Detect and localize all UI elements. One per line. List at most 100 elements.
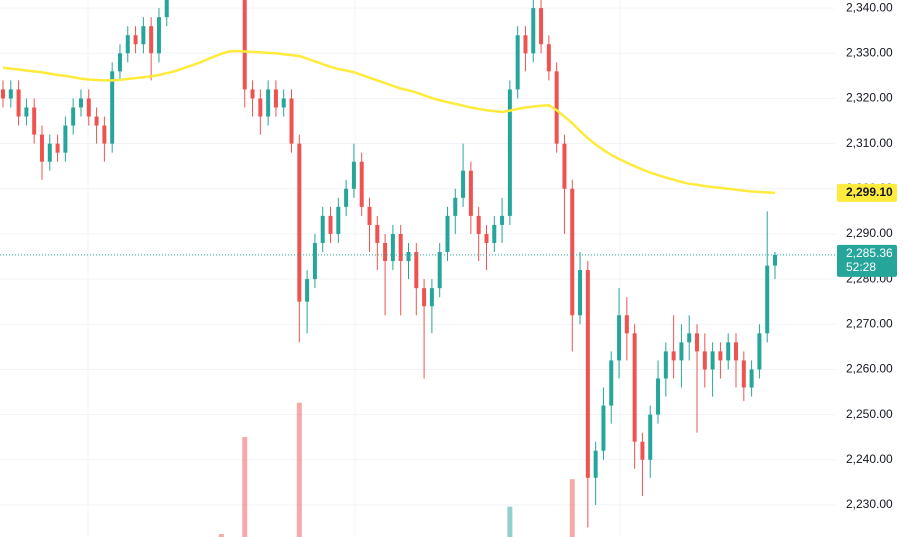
candle-body: [367, 206, 372, 225]
candle-body: [312, 242, 317, 280]
candle-body: [375, 224, 380, 243]
candle-body: [297, 143, 302, 302]
price-axis: 2,230.00 2,240.00 2,250.00 2,260.00 2,270.00…: [837, 0, 897, 511]
candle-body: [453, 197, 458, 216]
price-label-box: [837, 244, 897, 277]
ma-label: 2,299.10: [846, 185, 893, 199]
candle-body: [562, 143, 567, 189]
candle-body: [539, 8, 544, 45]
candle-body: [640, 441, 645, 460]
candle-body: [117, 53, 122, 72]
candle-body: [437, 252, 442, 289]
y-tick-label: 2,320.00: [846, 91, 893, 105]
y-tick-label: 2,260.00: [846, 362, 893, 376]
y-tick-label: 2,240.00: [846, 452, 893, 466]
candle-body: [344, 188, 349, 207]
candle-body: [507, 89, 512, 216]
candle-body: [164, 0, 169, 18]
candle-body: [94, 116, 99, 126]
candle-body: [523, 35, 528, 54]
candle-body: [601, 405, 606, 451]
candle-body: [609, 360, 614, 406]
candle-body: [141, 26, 146, 45]
candle-body: [305, 279, 310, 302]
candle-body: [336, 206, 341, 234]
candle-body: [55, 143, 60, 153]
candle-body: [617, 315, 622, 361]
candle-body: [445, 215, 450, 253]
candle-body: [359, 161, 364, 207]
candle-body: [687, 333, 692, 343]
candle-body: [156, 17, 161, 54]
volume-bar: [218, 534, 224, 537]
candle-body: [702, 351, 707, 370]
candle-body: [242, 0, 247, 90]
candle-body: [515, 35, 520, 90]
candle-body: [468, 170, 473, 216]
candle-body: [47, 143, 52, 162]
candle-body: [461, 170, 466, 198]
candle-body: [273, 89, 278, 108]
candle-body: [328, 215, 333, 234]
candle-body: [648, 414, 653, 460]
candle-body: [546, 44, 551, 72]
candle-body: [398, 233, 403, 262]
y-tick-label: 2,340.00: [846, 0, 893, 14]
candle-body: [39, 134, 44, 162]
candle-body: [632, 333, 637, 442]
candle-body: [281, 98, 286, 108]
candle-body: [570, 188, 575, 316]
volume-bar: [242, 437, 248, 537]
candle-body: [414, 252, 419, 289]
candle-body: [741, 360, 746, 388]
candle-body: [531, 8, 536, 54]
candle-body: [125, 35, 130, 54]
candle-body: [757, 333, 762, 370]
y-tick-label: 2,290.00: [846, 226, 893, 240]
candle-body: [110, 71, 115, 144]
candle-body: [554, 71, 559, 144]
y-tick-label: 2,330.00: [846, 45, 893, 59]
candle-body: [624, 315, 629, 334]
candle-body: [258, 98, 263, 117]
candle-body: [24, 107, 29, 117]
candle-body: [492, 224, 497, 243]
candle-body: [656, 378, 661, 415]
candle-body: [726, 342, 731, 361]
candle-body: [71, 107, 76, 126]
candle-body: [500, 215, 505, 225]
candle-body: [734, 342, 739, 361]
candle-body: [765, 265, 770, 334]
candle-body: [86, 98, 91, 117]
candle-body: [383, 242, 388, 262]
volume-bar: [296, 402, 302, 537]
candle-body: [149, 26, 154, 54]
plot-area: [0, 0, 835, 537]
candle-body: [422, 288, 427, 307]
candle-body: [429, 288, 434, 307]
y-tick-label: 2,250.00: [846, 407, 893, 421]
candle-body: [593, 450, 598, 478]
candle-body: [679, 342, 684, 361]
candle-body: [578, 270, 583, 316]
candle-body: [63, 125, 68, 153]
candle-body: [406, 252, 411, 262]
ma-label-box: [837, 183, 897, 202]
volume-bar: [507, 506, 513, 537]
candle-body: [16, 89, 21, 117]
candle-body: [749, 369, 754, 388]
candle-body: [8, 89, 13, 99]
candle-body: [710, 351, 715, 370]
y-tick-label: 2,270.00: [846, 316, 893, 330]
price-label: 2,285.36: [846, 246, 893, 260]
candle-body: [320, 215, 325, 243]
candle-body: [32, 107, 37, 135]
candle-body: [671, 351, 676, 361]
candle-body: [78, 98, 83, 108]
candle-body: [476, 215, 481, 234]
candle-body: [289, 98, 294, 144]
candle-body: [585, 270, 590, 478]
countdown: 52:28: [846, 260, 876, 274]
y-tick-label: 2,230.00: [846, 497, 893, 511]
